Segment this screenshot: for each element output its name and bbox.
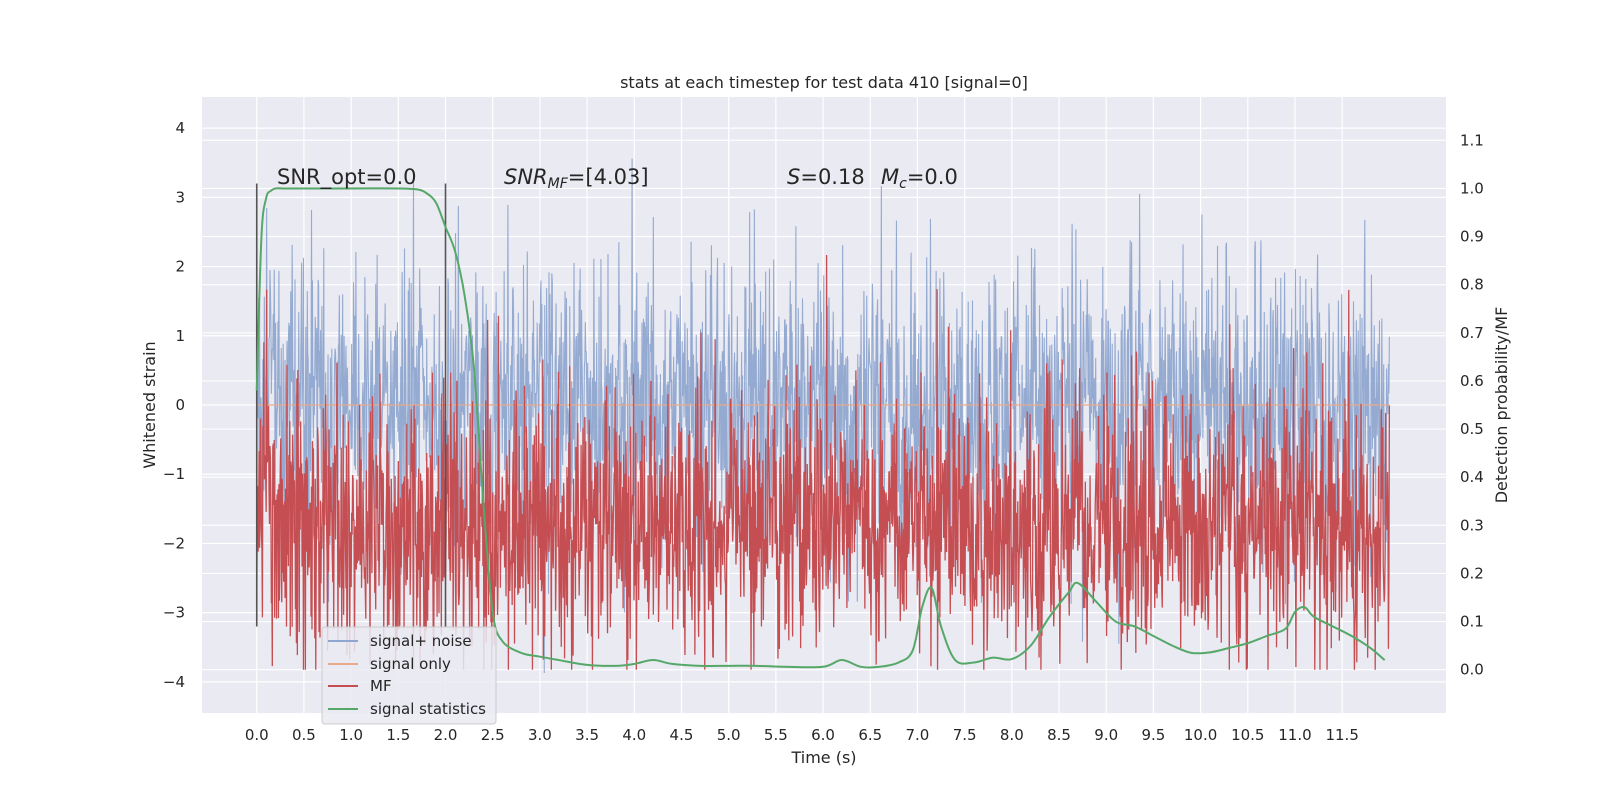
x-tick-label: 8.5 xyxy=(1047,726,1071,744)
annotation-snr-mf: SNRMF=[4.03] xyxy=(504,165,649,192)
annotation-s-label: S xyxy=(787,165,800,189)
y-tick-label-right: 0.4 xyxy=(1460,468,1484,486)
annotation-s: S=0.18 xyxy=(787,165,865,189)
x-tick-label: 2.0 xyxy=(434,726,458,744)
y-tick-label-left: 3 xyxy=(175,188,185,206)
y-tick-label-left: 2 xyxy=(175,258,185,276)
x-tick-label: 1.5 xyxy=(386,726,410,744)
y-tick-label-right: 0.3 xyxy=(1460,516,1484,534)
x-tick-label: 1.0 xyxy=(339,726,363,744)
chart-title: stats at each timestep for test data 410… xyxy=(620,73,1028,92)
x-tick-label: 5.5 xyxy=(764,726,788,744)
x-tick-label: 11.5 xyxy=(1325,726,1358,744)
y-tick-label-right: 0.6 xyxy=(1460,372,1484,390)
x-tick-label: 5.0 xyxy=(717,726,741,744)
x-tick-label: 3.0 xyxy=(528,726,552,744)
annotation-snr-mf-sub: MF xyxy=(548,176,569,192)
annotation-mc-sub: c xyxy=(899,176,907,192)
annotation-snr-mf-label: SNR xyxy=(504,165,548,189)
series-signal-statistics xyxy=(255,187,1386,669)
y-tick-label-left: 0 xyxy=(175,396,185,414)
y-tick-label-right: 0.5 xyxy=(1460,420,1484,438)
x-tick-label: 6.0 xyxy=(811,726,835,744)
y-tick-label-right: 0.7 xyxy=(1460,324,1484,342)
y-tick-label-right: 1.0 xyxy=(1460,179,1484,197)
x-tick-label: 11.0 xyxy=(1278,726,1311,744)
x-tick-label: 4.5 xyxy=(670,726,694,744)
annotation-snr-mf-value: =[4.03] xyxy=(568,165,649,189)
y-tick-label-left: −3 xyxy=(163,604,185,622)
legend-label-signal-only: signal only xyxy=(370,655,451,673)
x-tick-label: 3.5 xyxy=(575,726,599,744)
annotation-s-value: =0.18 xyxy=(800,165,864,189)
x-tick-label: 6.5 xyxy=(858,726,882,744)
y-tick-label-left: 1 xyxy=(175,327,185,345)
x-tick-label: 9.5 xyxy=(1141,726,1165,744)
annotation-mc-value: =0.0 xyxy=(907,165,958,189)
y-tick-label-left: 4 xyxy=(175,119,185,137)
x-tick-label: 7.0 xyxy=(906,726,930,744)
x-tick-label: 0.5 xyxy=(292,726,316,744)
y-tick-label-right: 0.9 xyxy=(1460,228,1484,246)
x-tick-label: 10.0 xyxy=(1184,726,1217,744)
annotation-snr-opt: SNR_opt=0.0 xyxy=(277,165,417,190)
x-tick-label: 8.0 xyxy=(1000,726,1024,744)
x-axis-label: Time (s) xyxy=(790,748,856,767)
y-tick-label-right: 0.1 xyxy=(1460,613,1484,631)
y-tick-label-left: −2 xyxy=(163,534,185,552)
y-axis-label-right: Detection probability/MF xyxy=(1492,307,1511,504)
legend-box xyxy=(321,626,497,725)
tick-labels: 0.0 0.5 1.0 1.5 2.0 2.5 3.0 3.5 4.0 4.5 5.0 5.5 6.0 6… xyxy=(163,119,1484,744)
legend-label-signal-statistics: signal statistics xyxy=(370,700,486,718)
y-tick-label-right: 0.0 xyxy=(1460,661,1484,679)
x-tick-label: 10.5 xyxy=(1231,726,1264,744)
x-tick-label: 7.5 xyxy=(953,726,977,744)
x-tick-label: 2.5 xyxy=(481,726,505,744)
y-tick-label-right: 1.1 xyxy=(1460,131,1484,149)
legend-label-mf: MF xyxy=(370,677,392,695)
series-line-signal-statistics xyxy=(255,187,1386,669)
y-axis-label-left: Whitened strain xyxy=(140,341,159,468)
y-tick-label-right: 0.2 xyxy=(1460,564,1484,582)
annotation-mc: Mc=0.0 xyxy=(881,165,958,192)
y-tick-label-left: −4 xyxy=(163,673,185,691)
y-tick-label-left: −1 xyxy=(163,465,185,483)
annotation-mc-label: M xyxy=(881,165,899,189)
x-tick-label: 0.0 xyxy=(245,726,269,744)
x-tick-label: 9.0 xyxy=(1094,726,1118,744)
window-markers xyxy=(255,183,447,627)
x-tick-label: 4.0 xyxy=(622,726,646,744)
y-tick-label-right: 0.8 xyxy=(1460,276,1484,294)
legend: signal+ noise signal only MF signal stat… xyxy=(321,626,497,725)
legend-label-signal-noise: signal+ noise xyxy=(370,632,472,650)
